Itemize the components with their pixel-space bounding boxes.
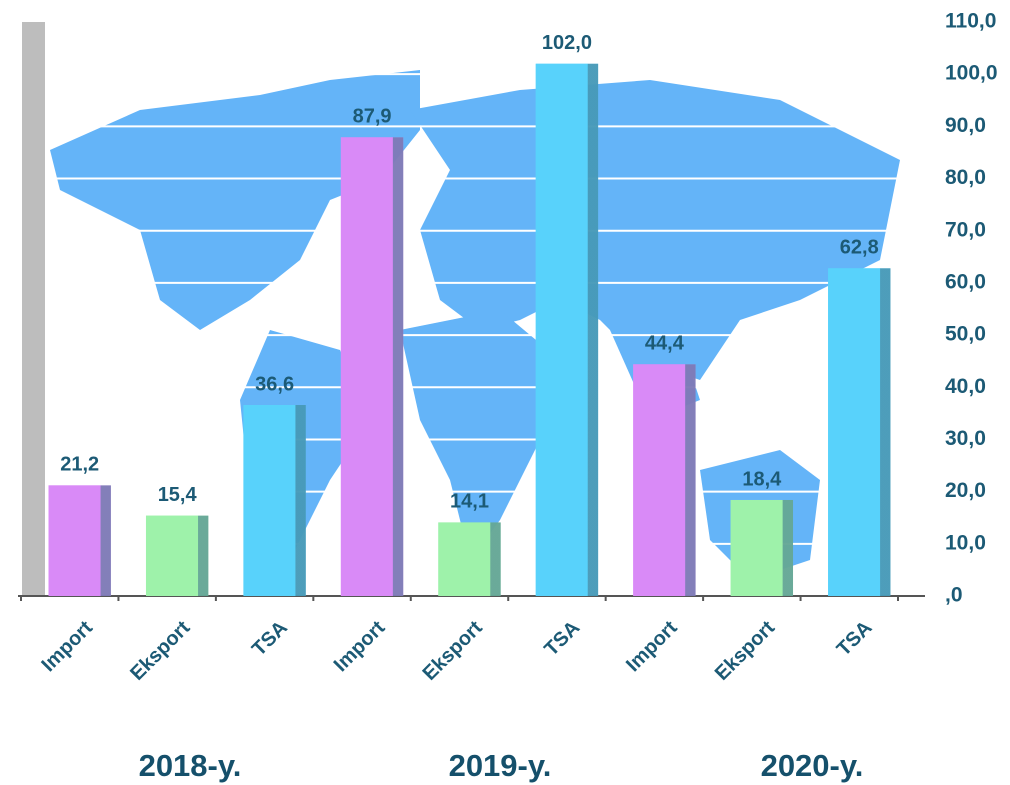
y-tick-label: 40,0: [945, 375, 986, 398]
y-tick-label: 10,0: [945, 531, 986, 554]
value-label: 102,0: [542, 32, 592, 54]
bar: [730, 499, 794, 596]
value-label: 87,9: [353, 106, 392, 128]
y-tick-label: 50,0: [945, 323, 986, 346]
value-label: 36,6: [255, 373, 294, 395]
value-label: 18,4: [742, 468, 782, 490]
group-label: 2020-y.: [761, 748, 864, 783]
x-tick-label: Import: [37, 616, 97, 676]
x-tick-label: Eksport: [419, 616, 487, 684]
x-tick-label: TSA: [833, 617, 877, 661]
value-label: 15,4: [158, 484, 198, 506]
bar: [535, 63, 599, 596]
group-label: 2019-y.: [449, 748, 552, 783]
y-tick-label: ,0: [945, 584, 963, 607]
value-label: 14,1: [450, 491, 489, 513]
value-label: 21,2: [60, 454, 99, 476]
side-panel: [22, 22, 45, 596]
y-tick-label: 20,0: [945, 479, 986, 502]
x-tick-label: TSA: [540, 617, 584, 661]
y-tick-label: 60,0: [945, 270, 986, 293]
x-tick-label: TSA: [248, 617, 292, 661]
x-tick-label: Import: [622, 616, 682, 676]
bar: [243, 405, 306, 596]
bar: [633, 364, 696, 596]
bar: [438, 522, 501, 596]
value-label: 44,4: [645, 333, 685, 355]
y-tick-label: 30,0: [945, 427, 986, 450]
x-tick-label: Eksport: [126, 616, 194, 684]
x-tick-label: Eksport: [711, 616, 779, 684]
group-label: 2018-y.: [139, 748, 242, 783]
bar: [340, 137, 404, 596]
x-tick-label: Import: [330, 616, 390, 676]
y-tick-label: 80,0: [945, 166, 986, 189]
y-tick-label: 100,0: [945, 62, 998, 85]
bar: [145, 515, 209, 596]
y-tick-label: 90,0: [945, 114, 986, 137]
value-label: 62,8: [840, 237, 879, 259]
y-tick-label: 70,0: [945, 218, 986, 241]
bar: [48, 485, 111, 596]
y-tick-label: 110,0: [945, 10, 996, 33]
bar: [828, 268, 891, 596]
